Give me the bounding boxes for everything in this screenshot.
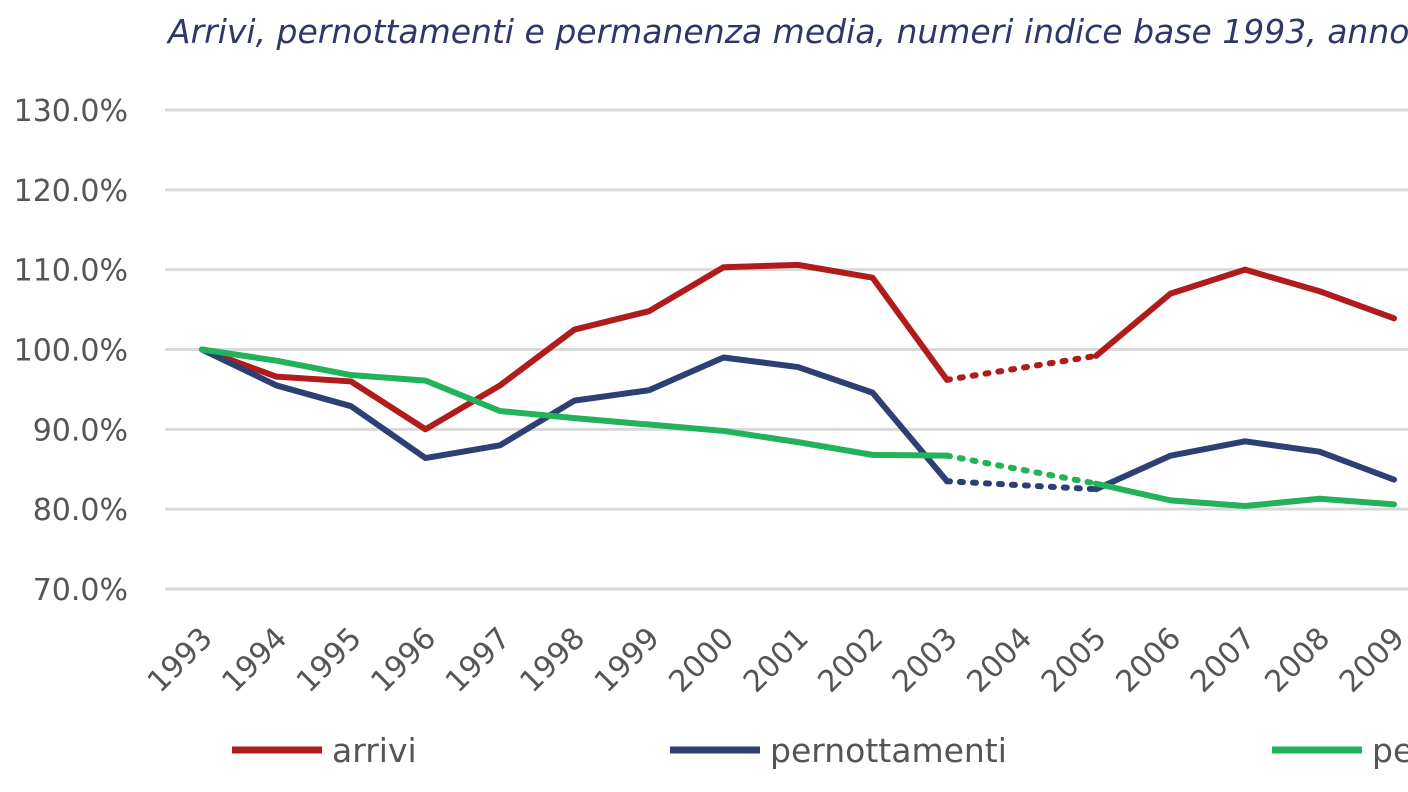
y-tick-label: 70.0% bbox=[33, 573, 128, 608]
x-tick-label: 2006 bbox=[1109, 621, 1188, 700]
chart-title: Arrivi, pernottamenti e permanenza media… bbox=[168, 12, 1408, 51]
x-tick-label: 1998 bbox=[513, 621, 592, 700]
x-tick-label: 1997 bbox=[439, 621, 518, 700]
x-tick-label: 1993 bbox=[141, 621, 220, 700]
legend: arrivi pernottamenti pe bbox=[232, 731, 1408, 770]
gridlines bbox=[165, 108, 1408, 591]
x-tick-label: 2000 bbox=[662, 621, 741, 700]
x-tick-label: 1994 bbox=[215, 621, 294, 700]
y-tick-label: 110.0% bbox=[14, 254, 128, 289]
legend-label-pe: pe bbox=[1372, 731, 1408, 770]
legend-label-pernottamenti: pernottamenti bbox=[770, 731, 1007, 770]
legend-label-arrivi: arrivi bbox=[332, 731, 417, 770]
x-tick-label: 2005 bbox=[1035, 621, 1114, 700]
series-line-pernottamenti bbox=[1093, 438, 1397, 493]
series-gap-arrivi bbox=[944, 352, 1099, 383]
x-tick-label: 1999 bbox=[588, 621, 667, 700]
y-tick-label: 100.0% bbox=[14, 334, 128, 369]
x-tick-label: 2008 bbox=[1258, 621, 1337, 700]
series-line-pernottamenti bbox=[199, 346, 950, 485]
x-tick-label: 2003 bbox=[886, 621, 965, 700]
x-tick-label: 2007 bbox=[1184, 621, 1263, 700]
x-tick-label: 1996 bbox=[364, 621, 443, 700]
x-tick-label: 1995 bbox=[290, 621, 369, 700]
y-tick-label: 130.0% bbox=[14, 94, 128, 129]
x-tick-label: 2009 bbox=[1333, 621, 1408, 700]
x-tick-label: 2004 bbox=[960, 621, 1039, 700]
y-axis-ticks: 130.0% 120.0% 110.0% 100.0% 90.0% 80.0% 70.0% bbox=[14, 94, 128, 608]
y-tick-label: 80.0% bbox=[33, 493, 128, 528]
x-axis-ticks: 1993199419951996199719981999200020012002… bbox=[141, 621, 1408, 700]
series-gap-pernottamenti bbox=[944, 478, 1099, 493]
series-line-arrivi bbox=[1093, 266, 1397, 359]
series-line-pe bbox=[1093, 480, 1397, 509]
series-lines bbox=[199, 261, 1397, 509]
y-tick-label: 90.0% bbox=[33, 413, 128, 448]
series-gap-pe bbox=[944, 452, 1099, 487]
series-line-pe bbox=[199, 346, 950, 459]
x-tick-label: 2002 bbox=[811, 621, 890, 700]
x-tick-label: 2001 bbox=[737, 621, 816, 700]
series-line-arrivi bbox=[199, 261, 950, 433]
y-tick-label: 120.0% bbox=[14, 174, 128, 209]
